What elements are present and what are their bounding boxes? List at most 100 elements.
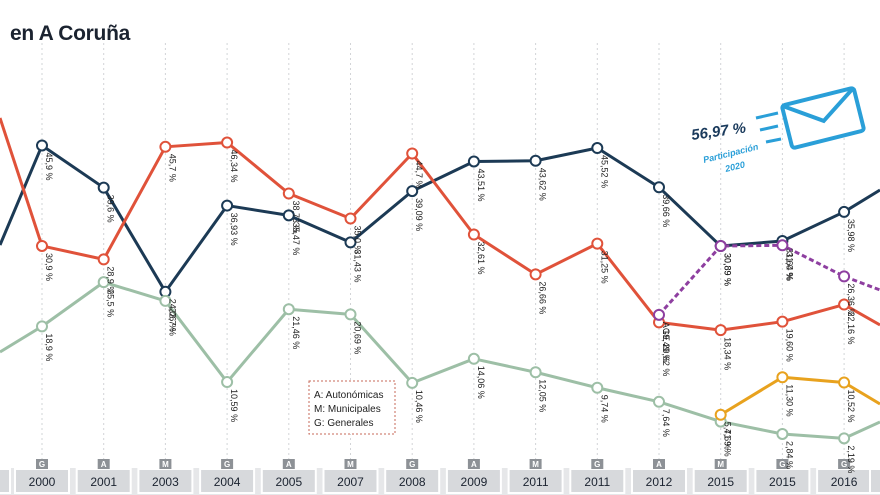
data-label-red: 22,16 % [846, 312, 856, 345]
data-label-green: 2,84 % [784, 441, 794, 469]
election-type-label: A [471, 460, 477, 469]
data-label-purple: 31,0 % [784, 252, 794, 280]
data-label-green: 21,46 % [291, 316, 301, 349]
data-point-dark [282, 209, 295, 222]
election-type-tag [714, 459, 727, 469]
x-tick-label: 2015 [707, 475, 734, 489]
data-point-green [406, 376, 419, 389]
data-point-red [344, 212, 357, 225]
data-point-red [591, 237, 604, 250]
data-point-green [591, 381, 604, 394]
data-point-dark [36, 139, 48, 152]
election-type-label: M [717, 460, 724, 469]
data-label-dark: 43,51 % [476, 168, 486, 201]
data-point-dark [406, 185, 419, 198]
x-tick-label: 2008 [399, 475, 426, 489]
data-label-green: 4,69 % [723, 429, 733, 457]
election-type-tag [282, 459, 295, 469]
legend-item-municipales: M: Municipales [314, 404, 381, 415]
x-tick-label: 2000 [29, 475, 56, 489]
data-point-orange [776, 371, 789, 384]
data-point-dark [653, 181, 665, 194]
x-tick-box [631, 468, 687, 494]
data-label-dark: 43,62 % [538, 168, 548, 201]
participation-annotation: 56,97 % Participación 2020 [690, 86, 866, 174]
data-point-dark [838, 205, 851, 218]
election-type-tag [406, 459, 419, 469]
data-label-orange: 10,52 % [846, 390, 856, 423]
x-tick-box-edge [0, 468, 11, 494]
series-line-red [0, 117, 880, 332]
legend-box [308, 380, 396, 435]
data-label-red: 30,9 % [44, 253, 54, 281]
x-tick-box-edge [869, 468, 880, 494]
data-point-green [344, 308, 357, 321]
data-point-green [36, 320, 48, 333]
election-type-tag [221, 459, 234, 469]
election-type-tag [97, 459, 110, 469]
participation-year: 2020 [723, 159, 746, 174]
x-tick-label: 2011 [523, 475, 549, 489]
data-label-red: 26,66 % [538, 281, 548, 314]
data-label-green: 7,64 % [661, 409, 671, 437]
data-point-dark [221, 199, 234, 212]
election-type-label: G [224, 460, 230, 469]
data-label-dark: 36,93 % [229, 213, 239, 246]
data-label-green: 10,46 % [414, 390, 424, 423]
data-point-red [529, 268, 542, 281]
election-type-label: G [39, 460, 45, 469]
data-point-dark [97, 181, 110, 194]
data-label-red: 38,73 % [291, 201, 301, 234]
x-tick-label: 2011 [584, 475, 610, 489]
election-type-tag [344, 459, 357, 469]
data-point-orange [714, 408, 727, 421]
data-label-green: 9,74 % [599, 395, 609, 423]
data-point-red [467, 228, 480, 241]
data-label-dark: 39,6 % [106, 195, 116, 223]
data-point-purple [776, 239, 789, 252]
data-label-green: 20,69 % [353, 321, 363, 354]
legend-item-generales: G: Generales [314, 418, 373, 429]
data-point-red [838, 298, 851, 311]
data-label-red: 45,7 % [167, 154, 177, 182]
data-label-red: 46,34 % [229, 150, 239, 183]
x-tick-box [507, 468, 564, 494]
data-point-purple [838, 270, 851, 283]
data-label-red: 19,49 % [661, 329, 671, 362]
data-label-dark: 39,66 % [661, 194, 671, 227]
data-label-red: 32,61 % [476, 242, 486, 275]
data-label-red: 28,9 % [106, 266, 116, 294]
data-label-orange: 5,71 % [723, 422, 733, 450]
x-tick-label: 2004 [214, 475, 241, 489]
data-label-dark: 31,43 % [353, 249, 363, 282]
data-label-purple: 26,36 % [846, 283, 856, 316]
election-type-tag [653, 459, 665, 469]
election-type-tag [36, 459, 48, 469]
series-line-orange [719, 375, 880, 417]
data-point-red [36, 239, 48, 252]
data-label-red: 35,0 % [353, 226, 363, 254]
election-type-tag [467, 459, 480, 469]
data-label-dark: 39,09 % [414, 198, 424, 231]
data-point-red [159, 140, 172, 153]
data-label-purple: AGE 20,62 % [661, 322, 671, 377]
data-point-purple [714, 240, 727, 253]
election-type-label: A [656, 460, 662, 469]
legend-item-autonomicas: A: Autonómicas [314, 390, 383, 401]
x-tick-label: 2005 [275, 475, 302, 489]
data-label-green: 12,05 % [538, 379, 548, 412]
x-tick-box [754, 468, 811, 494]
data-label-green: 10,59 % [229, 389, 239, 422]
series-line-green [0, 280, 880, 440]
election-type-label: G [779, 460, 785, 469]
election-type-tag [591, 459, 604, 469]
data-label-dark: 30,89 % [723, 253, 733, 286]
data-label-green: 14,06 % [476, 366, 486, 399]
data-point-green [159, 294, 172, 307]
series-line-dark [0, 143, 880, 294]
data-point-green [221, 376, 234, 389]
envelope-icon [755, 86, 866, 150]
data-label-dark: 45,9 % [44, 152, 54, 180]
